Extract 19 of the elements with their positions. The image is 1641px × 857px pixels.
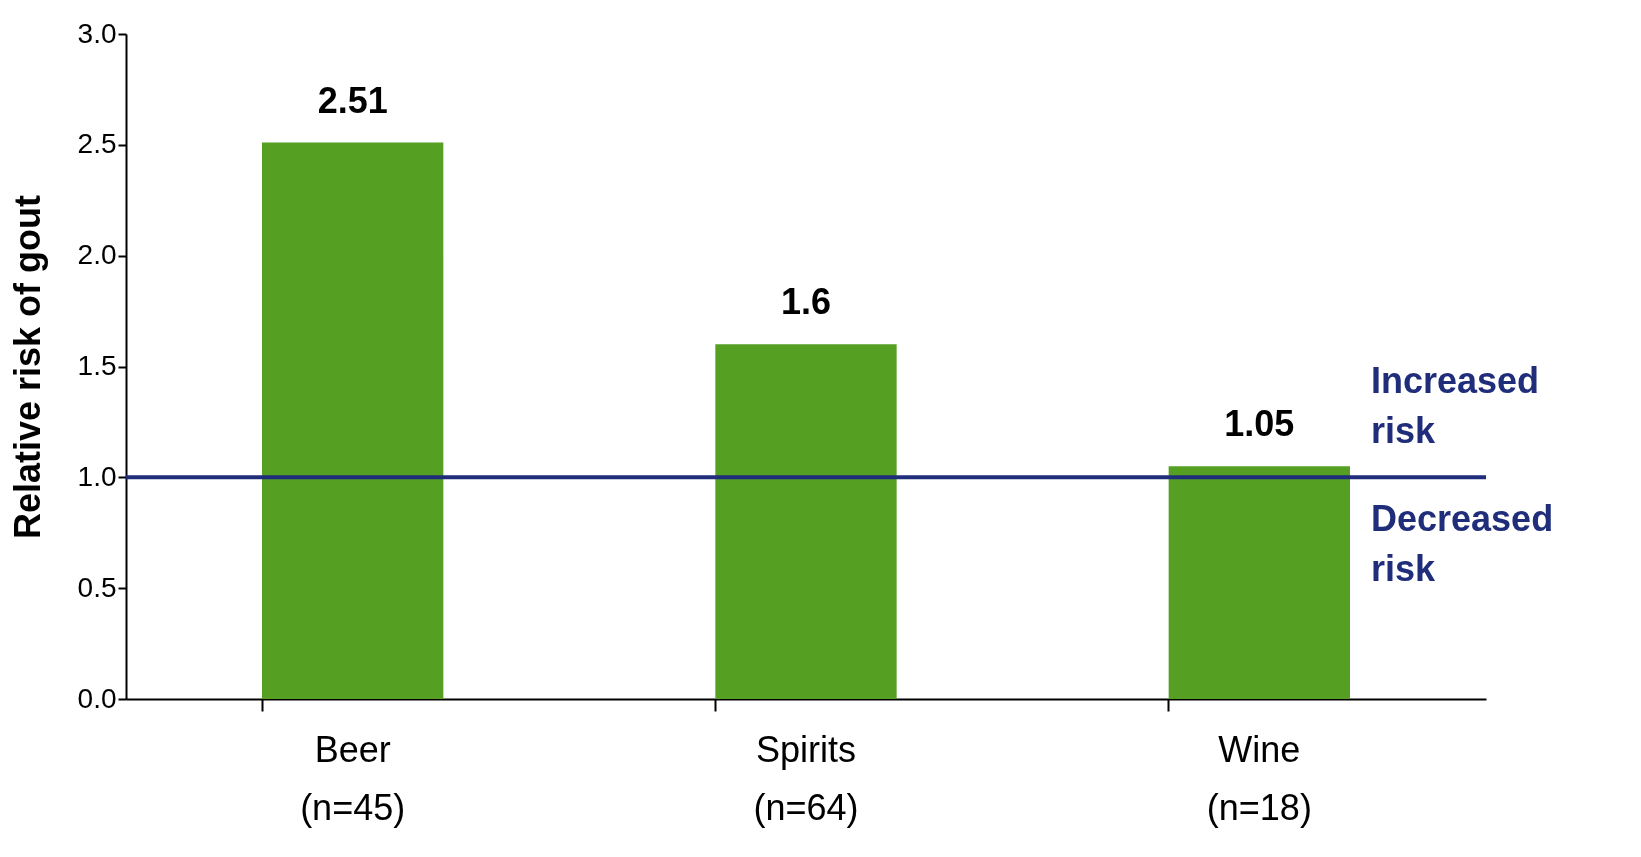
- y-tick-label: 3.0: [77, 17, 117, 49]
- y-tick-label: 2.5: [77, 128, 117, 160]
- y-axis-title: Relative risk of gout: [6, 194, 48, 540]
- bar: [715, 344, 897, 699]
- y-tick-label: 0.0: [77, 682, 117, 714]
- x-tick-label: Wine (n=18): [1206, 728, 1312, 828]
- y-tick-label: 2.0: [77, 239, 117, 271]
- bar: [262, 142, 444, 699]
- data-label: 1.05: [1224, 403, 1295, 445]
- annotation: Decreased risk: [1371, 498, 1554, 590]
- x-tick-label: Beer (n=45): [300, 728, 406, 828]
- y-tick-label: 1.0: [77, 460, 117, 492]
- y-tick-label: 1.5: [77, 350, 117, 381]
- data-label: 2.51: [317, 79, 388, 121]
- bar: [1168, 466, 1350, 699]
- x-tick-label: Spirits (n=64): [753, 728, 859, 828]
- data-label: 1.6: [780, 281, 832, 323]
- y-tick-label: 0.5: [77, 571, 117, 603]
- annotation: Increased risk: [1371, 360, 1540, 452]
